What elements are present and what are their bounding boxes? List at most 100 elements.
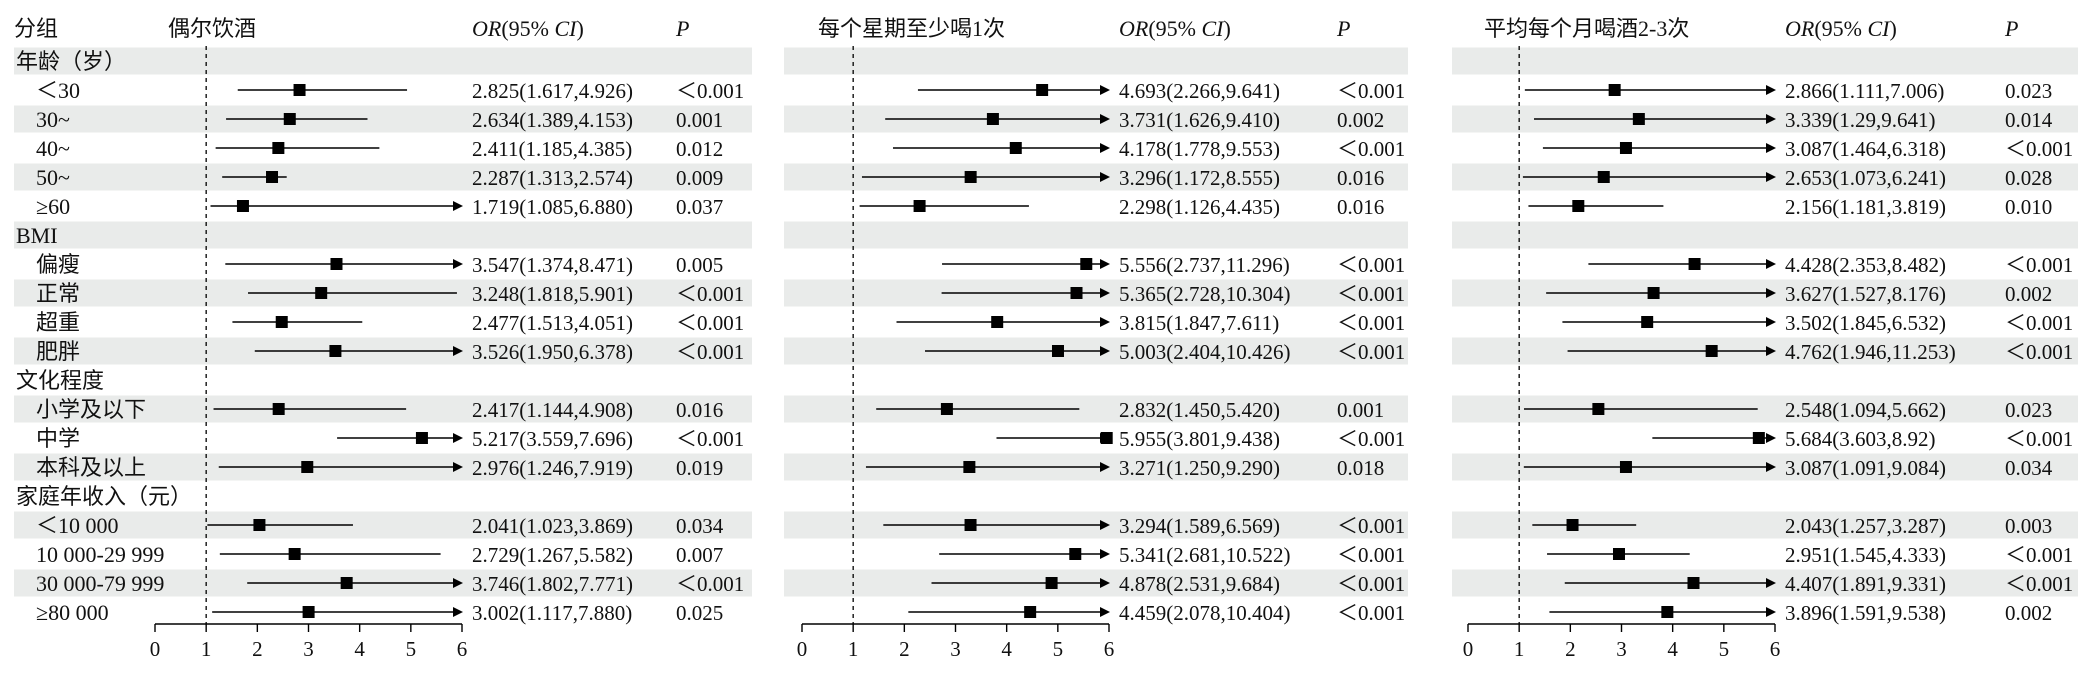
p-value: 0.016	[1337, 166, 1384, 190]
or-column-header: OR(95% CI)	[472, 16, 584, 41]
or-point	[236, 200, 249, 212]
ci-arrow	[1766, 433, 1776, 443]
p-column-header: P	[675, 16, 689, 41]
p-value: 0.003	[2005, 514, 2052, 538]
or-ci-value: 2.653(1.073,6.241)	[1785, 166, 1946, 190]
forest-panel: 平均每个月喝酒2-3次 OR(95% CI) P 2.866(1.111,7.006)…	[1463, 16, 2074, 661]
p-value: 0.005	[676, 253, 723, 277]
ci-arrow	[1100, 172, 1110, 182]
x-tick-label: 3	[950, 637, 961, 661]
x-tick-label: 1	[201, 637, 212, 661]
or-ci-value: 2.287(1.313,2.574)	[472, 166, 633, 190]
ci-arrow	[453, 578, 463, 588]
p-value: 0.007	[676, 543, 723, 567]
or-ci-value: 4.693(2.266,9.641)	[1119, 79, 1280, 103]
row-band	[1452, 47, 2078, 75]
p-value: ＜0.001	[1337, 601, 1405, 625]
p-value: 0.002	[1337, 108, 1384, 132]
x-tick-label: 1	[848, 637, 859, 661]
or-ci-value: 3.815(1.847,7.611)	[1119, 311, 1279, 335]
p-value: 0.025	[676, 601, 723, 625]
or-ci-value: 2.298(1.126,4.435)	[1119, 195, 1280, 219]
p-value: ＜0.001	[1337, 282, 1405, 306]
or-ci-value: 2.634(1.389,4.153)	[472, 108, 633, 132]
p-value: ＜0.001	[2005, 137, 2073, 161]
p-value: ＜0.001	[676, 572, 744, 596]
ci-arrow	[1100, 259, 1110, 269]
p-value: ＜0.001	[1337, 427, 1405, 451]
or-point	[415, 432, 428, 444]
ci-arrow	[1766, 317, 1776, 327]
p-value: ＜0.001	[2005, 543, 2073, 567]
or-point	[266, 171, 279, 183]
row-label: 50~	[36, 165, 70, 190]
p-value: 0.023	[2005, 398, 2052, 422]
row-label: 超重	[36, 310, 80, 335]
or-ci-value: 5.955(3.801,9.438)	[1119, 427, 1280, 451]
p-value: ＜0.001	[676, 311, 744, 335]
p-value: ＜0.001	[676, 282, 744, 306]
ci-arrow	[1100, 520, 1110, 530]
or-ci-value: 3.526(1.950,6.378)	[472, 340, 633, 364]
p-value: ＜0.001	[1337, 137, 1405, 161]
p-value: 0.014	[2005, 108, 2053, 132]
p-value: 0.002	[2005, 282, 2052, 306]
p-value: ＜0.001	[676, 340, 744, 364]
or-ci-value: 3.339(1.29,9.641)	[1785, 108, 1936, 132]
ci-arrow	[453, 346, 463, 356]
or-point	[1080, 258, 1093, 270]
or-ci-value: 5.556(2.737,11.296)	[1119, 253, 1290, 277]
x-tick-label: 4	[1667, 637, 1678, 661]
group-label: 文化程度	[16, 368, 104, 393]
or-ci-value: 2.832(1.450,5.420)	[1119, 398, 1280, 422]
p-column-header: P	[2004, 16, 2018, 41]
or-ci-value: 2.729(1.267,5.582)	[472, 543, 633, 567]
or-point	[283, 113, 296, 125]
p-value: 0.034	[676, 514, 724, 538]
or-column-header: OR(95% CI)	[1119, 16, 1231, 41]
p-value: ＜0.001	[2005, 572, 2073, 596]
or-ci-value: 3.294(1.589,6.569)	[1119, 514, 1280, 538]
or-ci-value: 2.866(1.111,7.006)	[1785, 79, 1944, 103]
or-point	[1661, 606, 1674, 618]
ci-arrow	[453, 607, 463, 617]
x-tick-label: 6	[457, 637, 468, 661]
p-value: ＜0.001	[2005, 427, 2073, 451]
panel-title: 平均每个月喝酒2-3次	[1484, 16, 1689, 41]
p-value: 0.037	[676, 195, 723, 219]
row-label: 小学及以下	[36, 397, 146, 422]
row-label: 30~	[36, 107, 70, 132]
x-tick-label: 6	[1104, 637, 1115, 661]
x-tick-label: 5	[1719, 637, 1730, 661]
or-point	[963, 461, 976, 473]
or-point	[1024, 606, 1037, 618]
ci-arrow	[1100, 607, 1110, 617]
group-label: 家庭年收入（元）	[16, 484, 192, 509]
or-point	[1051, 345, 1064, 357]
ci-arrow	[1766, 114, 1776, 124]
or-point	[315, 287, 328, 299]
or-ci-value: 2.417(1.144,4.908)	[472, 398, 633, 422]
ci-arrow	[1100, 143, 1110, 153]
p-value: 0.002	[2005, 601, 2052, 625]
or-point	[1045, 577, 1058, 589]
row-label: 偏瘦	[36, 252, 80, 277]
p-value: 0.001	[676, 108, 723, 132]
or-ci-value: 4.178(1.778,9.553)	[1119, 137, 1280, 161]
or-ci-value: 5.217(3.559,7.696)	[472, 427, 633, 451]
or-ci-value: 2.411(1.185,4.385)	[472, 137, 632, 161]
x-tick-label: 4	[354, 637, 365, 661]
p-value: 0.012	[676, 137, 723, 161]
row-label: 中学	[36, 426, 80, 451]
row-label: 40~	[36, 136, 70, 161]
ci-arrow	[1766, 607, 1776, 617]
or-point	[1647, 287, 1660, 299]
group-label: BMI	[16, 223, 58, 248]
ci-arrow	[1766, 578, 1776, 588]
ci-arrow	[1766, 288, 1776, 298]
ci-arrow	[453, 259, 463, 269]
ci-arrow	[1100, 288, 1110, 298]
p-value: 0.016	[1337, 195, 1384, 219]
or-point	[329, 345, 342, 357]
